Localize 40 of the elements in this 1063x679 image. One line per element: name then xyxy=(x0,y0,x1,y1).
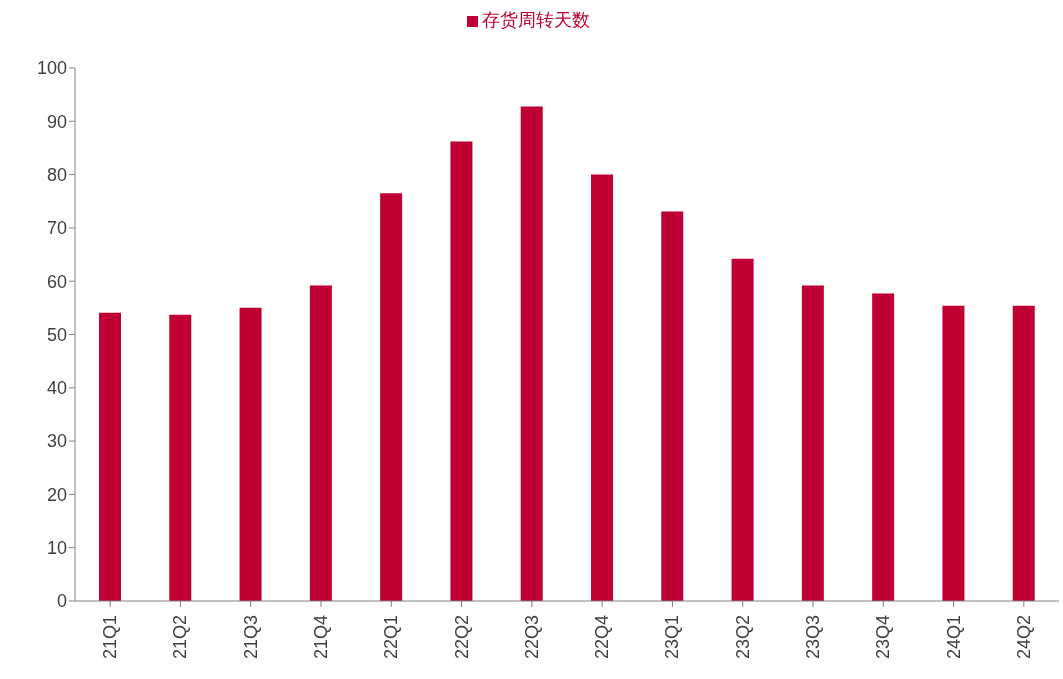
x-tick-label: 23Q1 xyxy=(662,615,683,660)
x-tick-label: 24Q1 xyxy=(943,615,964,660)
bar xyxy=(309,285,332,601)
bar xyxy=(99,312,121,601)
bar xyxy=(591,174,613,601)
bar xyxy=(801,285,824,601)
y-tick-label: 90 xyxy=(46,111,67,132)
x-tick-label: 22Q4 xyxy=(592,615,613,660)
bar xyxy=(380,193,403,601)
bar xyxy=(872,293,895,601)
y-tick-label: 40 xyxy=(46,378,67,399)
x-tick-label: 22Q1 xyxy=(381,615,402,660)
bar xyxy=(450,141,473,601)
y-tick-label: 80 xyxy=(46,164,67,185)
y-tick-label: 10 xyxy=(46,538,67,559)
bar xyxy=(731,258,754,601)
legend-label: 存货周转天数 xyxy=(482,9,590,30)
bar xyxy=(520,106,543,601)
y-tick-label: 20 xyxy=(46,484,67,505)
y-tick-label: 0 xyxy=(56,591,67,612)
bar xyxy=(239,307,262,601)
x-tick-label: 23Q3 xyxy=(803,615,823,660)
x-tick-label: 21Q2 xyxy=(170,615,191,660)
x-tick-label: 21Q3 xyxy=(240,615,261,660)
y-tick-label: 100 xyxy=(36,58,67,79)
x-tick-label: 21Q1 xyxy=(100,615,121,660)
bar xyxy=(942,305,965,601)
y-tick-label: 50 xyxy=(46,324,67,345)
bar xyxy=(1012,305,1035,601)
y-tick-label: 60 xyxy=(46,271,67,292)
x-tick-label: 21Q4 xyxy=(311,615,331,660)
x-tick-label: 23Q2 xyxy=(732,615,753,660)
bar xyxy=(661,211,684,601)
x-tick-label: 23Q4 xyxy=(873,615,894,660)
y-tick-label: 30 xyxy=(46,431,67,452)
x-tick-label: 22Q3 xyxy=(521,615,542,660)
x-tick-label: 24Q2 xyxy=(1013,615,1034,660)
y-tick-label: 70 xyxy=(46,218,67,239)
bar xyxy=(169,314,192,601)
x-tick-label: 22Q2 xyxy=(451,615,472,660)
